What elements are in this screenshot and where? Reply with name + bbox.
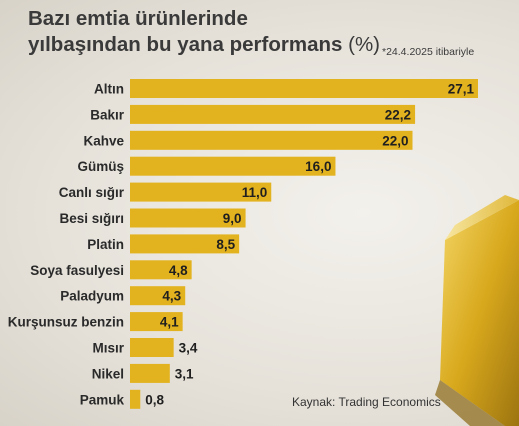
- value-label-4: 11,0: [242, 185, 268, 200]
- value-label-9: 4,1: [160, 315, 179, 330]
- value-label-2: 22,0: [382, 133, 408, 148]
- title-line-2-text: yılbaşından bu yana performans: [28, 33, 343, 56]
- title-unit: (%): [348, 33, 381, 56]
- source-note: Kaynak: Trading Economics: [292, 395, 441, 409]
- category-label-10: Mısır: [92, 341, 124, 356]
- category-label-7: Soya fasulyesi: [30, 263, 124, 278]
- bar-6: [130, 234, 240, 254]
- chart-title: Bazı emtia ürünlerinde yılbaşından bu ya…: [28, 6, 498, 58]
- title-line-1: Bazı emtia ürünlerinde: [28, 7, 248, 30]
- bar-2: [130, 130, 413, 150]
- bar-9: [130, 312, 183, 332]
- bar-8: [130, 286, 186, 306]
- category-label-12: Pamuk: [80, 392, 125, 407]
- bar-10: [130, 338, 174, 357]
- category-label-2: Kahve: [83, 133, 124, 148]
- bar-5: [130, 208, 246, 228]
- bar-0: [130, 79, 478, 98]
- category-label-1: Bakır: [90, 107, 125, 122]
- bar-3: [130, 156, 336, 176]
- bar-4: [130, 182, 272, 202]
- category-label-5: Besi sığırı: [59, 211, 124, 226]
- category-label-0: Altın: [94, 82, 124, 97]
- value-label-0: 27,1: [448, 82, 475, 97]
- category-label-6: Platin: [87, 237, 124, 252]
- bar-11: [130, 363, 170, 383]
- value-label-6: 8,5: [216, 237, 235, 252]
- bar-7: [130, 260, 192, 280]
- title-line-2: yılbaşından bu yana performans (%): [28, 32, 498, 58]
- date-note: *24.4.2025 itibariyle: [382, 46, 475, 58]
- bar-12: [130, 389, 141, 409]
- category-label-8: Paladyum: [60, 289, 124, 304]
- value-label-10: 3,4: [179, 341, 198, 356]
- value-label-5: 9,0: [223, 211, 242, 226]
- value-label-12: 0,8: [145, 392, 164, 407]
- category-label-9: Kurşunsuz benzin: [8, 315, 124, 330]
- value-label-11: 3,1: [175, 366, 194, 381]
- value-label-8: 4,3: [162, 289, 181, 304]
- category-label-11: Nikel: [92, 366, 124, 381]
- gold-bar-decoration: [435, 195, 519, 426]
- category-label-3: Gümüş: [77, 159, 124, 174]
- value-label-7: 4,8: [169, 263, 188, 278]
- bar-1: [130, 104, 416, 124]
- value-label-3: 16,0: [305, 159, 331, 174]
- category-label-4: Canlı sığır: [59, 185, 125, 200]
- bars-group: Altın 27,1 Bakır 22,2 Kahve 22,0 Gümüş 16,0 Canl…: [8, 79, 478, 409]
- value-label-1: 22,2: [385, 107, 411, 122]
